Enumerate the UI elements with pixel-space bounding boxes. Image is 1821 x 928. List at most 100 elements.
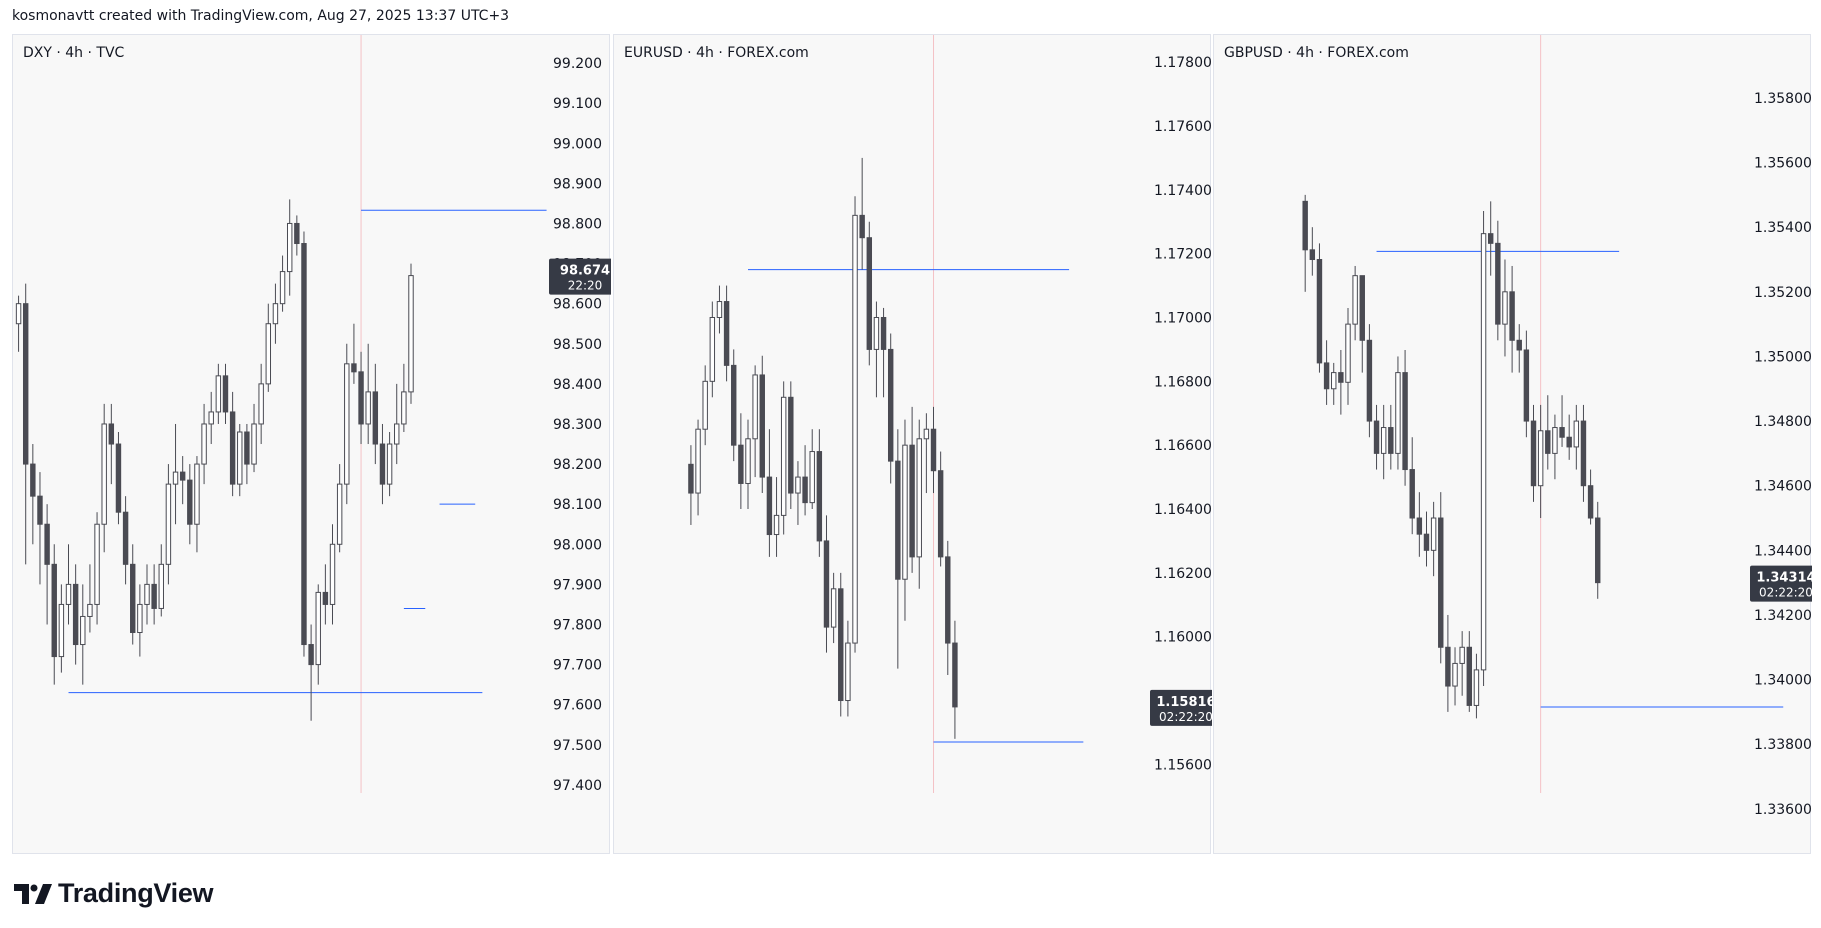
candle bbox=[902, 419, 908, 621]
candle bbox=[773, 477, 780, 557]
y-axis-tick-label: 1.17800 bbox=[1154, 55, 1212, 71]
bull-candle-body bbox=[386, 443, 393, 485]
bull-candle-body bbox=[745, 438, 751, 484]
chart-panel-eurusd[interactable]: 1.17800 1.17600 1.17400 1.17200 1.17000 1.168… bbox=[613, 34, 1212, 854]
candle bbox=[745, 419, 751, 510]
y-axis-tick-label: 98.100 bbox=[553, 497, 602, 513]
candle bbox=[294, 215, 300, 256]
bear-candle-body bbox=[731, 364, 737, 446]
bull-candle-body bbox=[286, 222, 293, 273]
y-axis-tick-label: 1.17600 bbox=[1154, 119, 1212, 135]
candle bbox=[30, 444, 36, 545]
bear-candle-body bbox=[1388, 427, 1394, 454]
candle bbox=[923, 413, 930, 494]
bear-candle-body bbox=[308, 644, 314, 666]
bear-candle-body bbox=[1445, 646, 1451, 687]
candle bbox=[802, 445, 808, 516]
candle bbox=[1366, 324, 1373, 438]
bull-candle-body bbox=[1552, 427, 1558, 454]
bull-candle-body bbox=[702, 380, 708, 430]
candle bbox=[880, 307, 887, 398]
candle bbox=[1459, 631, 1465, 696]
y-axis-tick-label: 1.15600 bbox=[1154, 757, 1212, 773]
candle bbox=[823, 515, 830, 653]
bull-candle-body bbox=[1352, 275, 1358, 325]
y-axis-tick-label: 98.300 bbox=[553, 417, 602, 433]
y-axis-tick-label: 1.35200 bbox=[1754, 285, 1812, 301]
candle bbox=[838, 572, 844, 717]
bear-candle-body bbox=[1566, 436, 1572, 448]
bull-candle-body bbox=[873, 316, 880, 350]
bull-candle-body bbox=[144, 583, 150, 605]
bear-candle-body bbox=[1438, 517, 1444, 648]
bear-candle-body bbox=[823, 540, 830, 628]
chart-panel-gbpusd[interactable]: 1.35800 1.35600 1.35400 1.35200 1.35000 1.348… bbox=[1213, 34, 1812, 854]
bull-candle-body bbox=[845, 642, 851, 702]
candle bbox=[344, 343, 350, 505]
candle bbox=[752, 365, 758, 478]
bull-candle-body bbox=[830, 588, 837, 628]
candle bbox=[766, 429, 773, 557]
candle bbox=[1373, 404, 1380, 470]
y-axis-tick-label: 98.000 bbox=[553, 537, 602, 553]
candle bbox=[1502, 259, 1508, 357]
bull-candle-body bbox=[1331, 372, 1337, 390]
bear-candle-body bbox=[22, 303, 29, 465]
candle bbox=[194, 456, 200, 553]
last-price-value: 98.674 bbox=[560, 264, 610, 279]
candle bbox=[229, 391, 236, 497]
bear-candle-body bbox=[895, 460, 901, 580]
tradingview-logo-icon bbox=[14, 883, 52, 904]
bull-candle-body bbox=[916, 438, 922, 558]
candle bbox=[1388, 404, 1394, 470]
bear-candle-body bbox=[838, 588, 844, 702]
candle bbox=[866, 221, 873, 366]
bull-candle-body bbox=[87, 603, 93, 617]
bear-candle-body bbox=[930, 428, 937, 472]
bull-candle-body bbox=[194, 463, 200, 525]
bull-candle-body bbox=[265, 323, 272, 385]
bull-candle-body bbox=[695, 428, 701, 494]
bull-candle-body bbox=[1573, 420, 1580, 448]
bear-candle-body bbox=[1530, 420, 1537, 487]
bear-candle-body bbox=[880, 316, 887, 350]
bull-candle-body bbox=[1459, 646, 1465, 664]
bull-candle-body bbox=[158, 563, 164, 609]
candle bbox=[1302, 194, 1308, 292]
bull-candle-body bbox=[394, 423, 400, 445]
bear-candle-body bbox=[122, 511, 129, 565]
bull-candle-body bbox=[80, 615, 86, 646]
bull-candle-body bbox=[279, 271, 286, 305]
candle bbox=[272, 283, 279, 344]
candle bbox=[945, 540, 951, 675]
candle bbox=[723, 285, 730, 382]
candle bbox=[336, 464, 343, 553]
chart-panel-dxy[interactable]: 99.20099.10099.00098.90098.80098.70098.6… bbox=[12, 34, 611, 854]
chart-title: GBPUSD · 4h · FOREX.com bbox=[1224, 45, 1409, 61]
y-axis-tick-label: 1.17400 bbox=[1154, 183, 1212, 199]
bull-candle-body bbox=[1452, 662, 1458, 687]
bear-candle-body bbox=[44, 523, 50, 565]
y-axis-tick-label: 1.33600 bbox=[1754, 802, 1812, 818]
candle bbox=[809, 429, 815, 510]
y-axis-tick-label: 97.500 bbox=[553, 738, 602, 754]
candle bbox=[258, 363, 264, 445]
bear-candle-body bbox=[301, 243, 307, 646]
candle bbox=[1423, 511, 1430, 567]
candle bbox=[201, 403, 207, 485]
candle bbox=[1445, 614, 1451, 712]
candle bbox=[394, 383, 400, 465]
candle bbox=[372, 363, 379, 465]
candle bbox=[1473, 653, 1480, 719]
chart-canvas: 99.20099.10099.00098.90098.80098.70098.6… bbox=[15, 35, 611, 794]
bull-candle-body bbox=[101, 423, 107, 525]
candle bbox=[87, 564, 93, 633]
candle bbox=[702, 365, 708, 446]
y-axis-tick-label: 97.900 bbox=[553, 577, 602, 593]
bull-candle-body bbox=[709, 316, 716, 382]
candle bbox=[401, 363, 407, 432]
candle bbox=[816, 429, 823, 557]
bull-candle-body bbox=[65, 583, 72, 605]
